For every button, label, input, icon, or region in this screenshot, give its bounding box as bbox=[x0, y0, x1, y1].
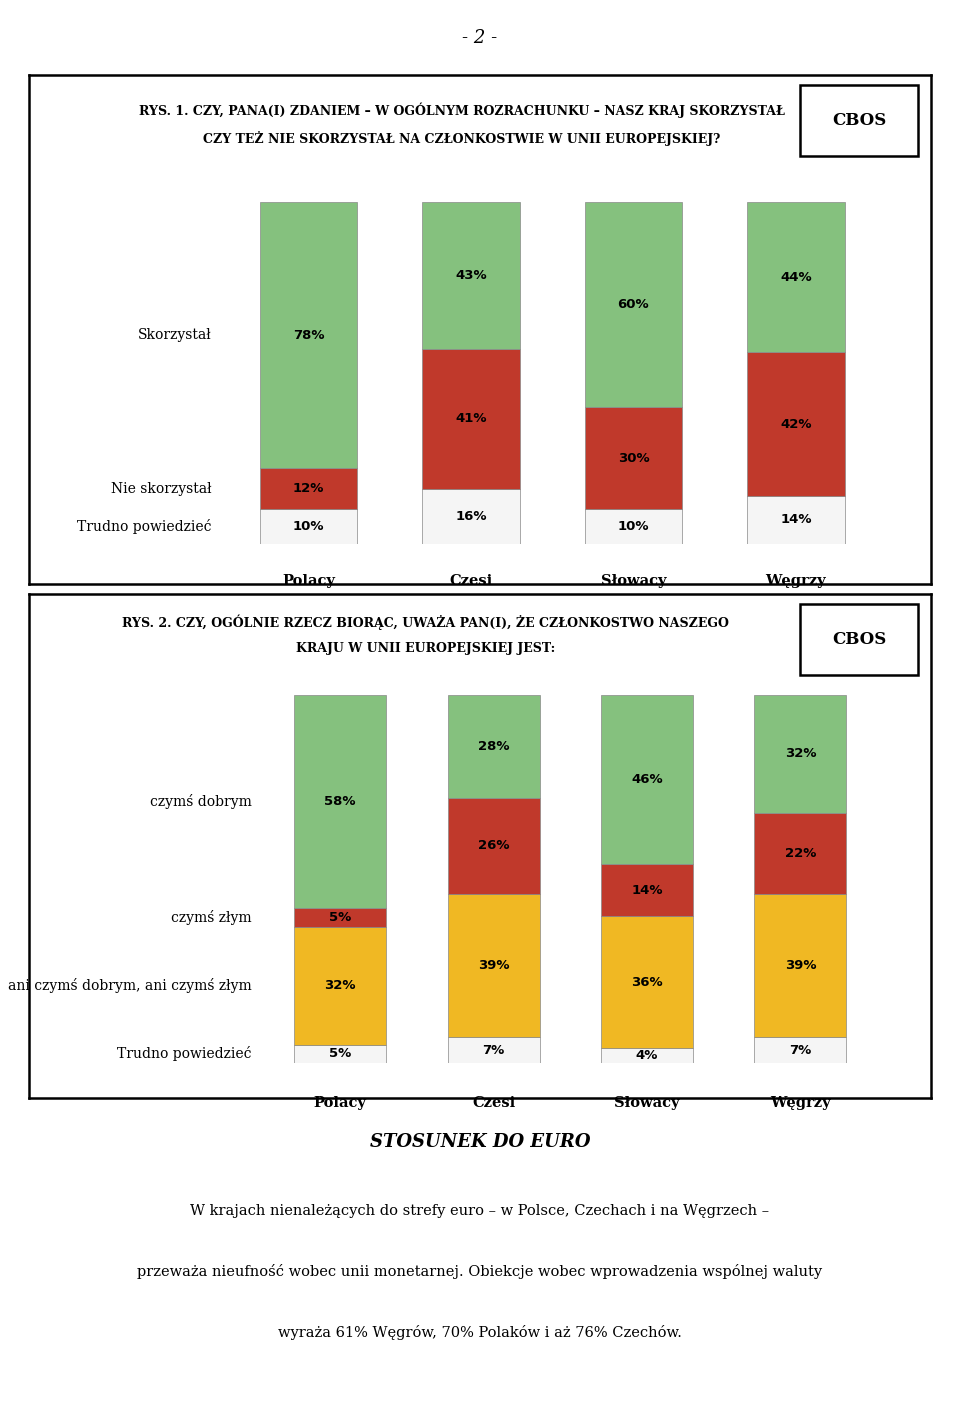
Bar bbox=[260, 510, 357, 543]
Bar bbox=[294, 696, 386, 908]
Bar bbox=[601, 865, 693, 915]
Bar bbox=[747, 352, 845, 496]
Bar bbox=[755, 812, 847, 894]
Bar bbox=[260, 201, 357, 469]
Bar bbox=[601, 1048, 693, 1063]
Text: 44%: 44% bbox=[780, 270, 811, 283]
Text: 7%: 7% bbox=[789, 1043, 811, 1056]
Text: czymś złym: czymś złym bbox=[171, 910, 252, 925]
Bar bbox=[447, 1038, 540, 1063]
Text: 14%: 14% bbox=[631, 883, 662, 897]
Bar bbox=[801, 604, 918, 674]
Text: Czesi: Czesi bbox=[472, 1095, 516, 1110]
Text: 32%: 32% bbox=[784, 748, 816, 760]
Bar bbox=[601, 696, 693, 865]
Bar bbox=[585, 407, 683, 510]
Bar bbox=[801, 84, 918, 156]
Text: przeważa nieufność wobec unii monetarnej. Obiekcje wobec wprowadzenia wspólnej w: przeważa nieufność wobec unii monetarnej… bbox=[137, 1264, 823, 1280]
Text: Słowacy: Słowacy bbox=[614, 1095, 680, 1110]
Text: 46%: 46% bbox=[631, 773, 662, 786]
Text: 12%: 12% bbox=[293, 483, 324, 496]
Text: 39%: 39% bbox=[478, 959, 510, 972]
Text: 60%: 60% bbox=[617, 298, 649, 311]
Bar bbox=[294, 926, 386, 1045]
Bar bbox=[447, 894, 540, 1038]
Text: 28%: 28% bbox=[478, 741, 510, 753]
Text: Nie skorzystał: Nie skorzystał bbox=[110, 482, 211, 496]
Bar bbox=[447, 798, 540, 894]
Text: RYS. 2. CZY, OGÓLNIE RZECZ BIORĄC, UWAŻA PAN(I), ŻE CZŁONKOSTWO NASZEGO: RYS. 2. CZY, OGÓLNIE RZECZ BIORĄC, UWAŻA… bbox=[123, 615, 730, 631]
Bar bbox=[294, 908, 386, 926]
Bar bbox=[747, 496, 845, 543]
Text: CBOS: CBOS bbox=[832, 113, 886, 130]
Bar bbox=[755, 894, 847, 1038]
Text: 16%: 16% bbox=[455, 510, 487, 522]
Bar bbox=[422, 489, 519, 543]
Text: Czesi: Czesi bbox=[449, 574, 492, 589]
Bar bbox=[747, 203, 845, 352]
Text: W krajach nienależących do strefy euro – w Polsce, Czechach i na Węgrzech –: W krajach nienależących do strefy euro –… bbox=[190, 1204, 770, 1218]
Bar bbox=[260, 469, 357, 510]
Text: Skorzystał: Skorzystał bbox=[137, 328, 211, 342]
Text: 32%: 32% bbox=[324, 979, 356, 993]
Text: Trudno powiedzieć: Trudno powiedzieć bbox=[77, 520, 211, 534]
Text: Polacy: Polacy bbox=[314, 1095, 367, 1110]
Text: 10%: 10% bbox=[617, 520, 649, 534]
Text: 43%: 43% bbox=[455, 269, 487, 282]
Text: RYS. 1. CZY, PANA(I) ZDANIEM – W OGÓLNYM ROZRACHUNKU – NASZ KRAJ SKORZYSTAŁ: RYS. 1. CZY, PANA(I) ZDANIEM – W OGÓLNYM… bbox=[139, 103, 785, 118]
Text: ani czymś dobrym, ani czymś złym: ani czymś dobrym, ani czymś złym bbox=[8, 979, 252, 993]
Text: 78%: 78% bbox=[293, 328, 324, 342]
Text: 14%: 14% bbox=[780, 513, 811, 527]
Bar bbox=[601, 915, 693, 1048]
Bar bbox=[585, 201, 683, 407]
Text: 26%: 26% bbox=[478, 839, 510, 852]
Bar bbox=[422, 349, 519, 489]
Text: Trudno powiedzieć: Trudno powiedzieć bbox=[117, 1046, 252, 1062]
Bar bbox=[294, 1045, 386, 1063]
Text: czymś dobrym: czymś dobrym bbox=[150, 794, 252, 810]
Text: 36%: 36% bbox=[631, 976, 662, 988]
Text: 22%: 22% bbox=[784, 846, 816, 860]
Text: 4%: 4% bbox=[636, 1049, 659, 1062]
Text: KRAJU W UNII EUROPEJSKIEJ JEST:: KRAJU W UNII EUROPEJSKIEJ JEST: bbox=[297, 642, 556, 655]
Bar bbox=[447, 696, 540, 798]
Text: SТOSUNEK DO EURO: SТOSUNEK DO EURO bbox=[370, 1132, 590, 1150]
Text: wyraża 61% Węgrów, 70% Polaków i aż 76% Czechów.: wyraża 61% Węgrów, 70% Polaków i aż 76% … bbox=[278, 1325, 682, 1340]
Text: Węgrzy: Węgrzy bbox=[765, 574, 827, 589]
Bar bbox=[755, 1038, 847, 1063]
Text: CZY TEŻ NIE SKORZYSTAŁ NA CZŁONKOSTWIE W UNII EUROPEJSKIEJ?: CZY TEŻ NIE SKORZYSTAŁ NA CZŁONKOSTWIE W… bbox=[204, 131, 721, 146]
Text: 7%: 7% bbox=[483, 1043, 505, 1056]
Bar bbox=[585, 510, 683, 543]
Text: 5%: 5% bbox=[329, 911, 351, 924]
Text: 5%: 5% bbox=[329, 1048, 351, 1060]
Text: 41%: 41% bbox=[455, 413, 487, 425]
Text: Polacy: Polacy bbox=[282, 574, 335, 589]
Text: 58%: 58% bbox=[324, 796, 356, 808]
Text: - 2 -: - 2 - bbox=[463, 30, 497, 46]
Text: Węgrzy: Węgrzy bbox=[770, 1095, 830, 1110]
Text: 39%: 39% bbox=[784, 959, 816, 972]
Text: Słowacy: Słowacy bbox=[601, 574, 666, 589]
Text: 30%: 30% bbox=[617, 452, 649, 465]
Bar bbox=[422, 201, 519, 349]
Text: 42%: 42% bbox=[780, 418, 811, 431]
Text: 10%: 10% bbox=[293, 520, 324, 534]
Text: CBOS: CBOS bbox=[832, 631, 886, 648]
Bar bbox=[755, 696, 847, 812]
